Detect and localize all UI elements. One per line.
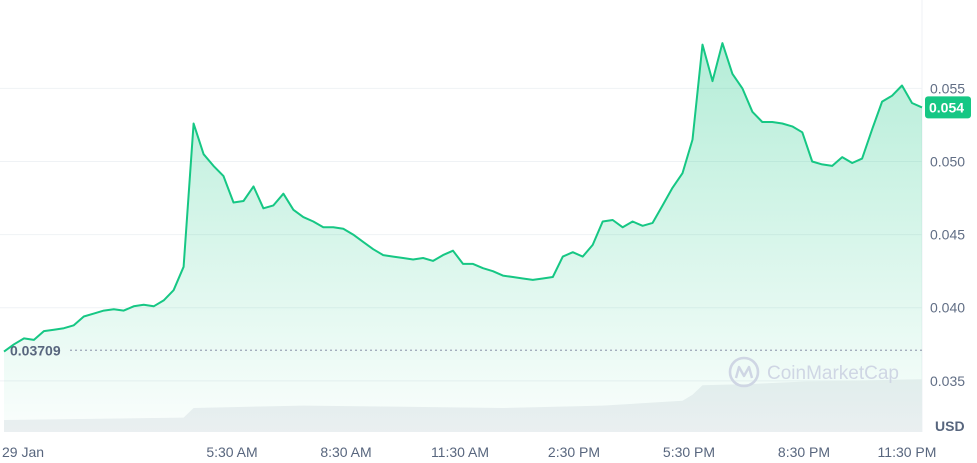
y-tick-label: 0.055 — [930, 80, 965, 96]
x-tick-label: 5:30 PM — [663, 444, 715, 460]
x-axis-ticks: 29 Jan 5:30 AM 8:30 AM 11:30 AM 2:30 PM 5:30 … — [2, 444, 936, 460]
price-series-line — [3, 42, 923, 353]
price-line — [3, 42, 923, 353]
watermark: CoinMarketCap — [728, 356, 899, 388]
watermark-text: CoinMarketCap — [767, 363, 899, 384]
coinmarketcap-logo-icon — [728, 356, 760, 388]
x-tick-label: 11:30 PM — [878, 444, 937, 460]
current-price-badge-bg — [925, 96, 971, 119]
y-tick-label: 0.040 — [930, 300, 965, 316]
x-tick-label: 29 Jan — [2, 444, 44, 460]
reference-price-label: 0.03709 — [10, 342, 61, 358]
y-tick-label: 0.035 — [930, 373, 965, 389]
currency-unit-label: USD — [935, 418, 965, 434]
x-tick-label: 5:30 AM — [206, 444, 257, 460]
current-price-label: 0.054 — [929, 99, 964, 115]
x-tick-label: 2:30 PM — [548, 444, 600, 460]
y-axis-ticks: 0.035 0.040 0.045 0.050 0.055 — [930, 80, 965, 388]
x-tick-label: 8:30 AM — [320, 444, 371, 460]
y-tick-label: 0.045 — [930, 227, 965, 243]
current-price-badge: 0.054 — [925, 96, 971, 119]
x-tick-label: 8:30 PM — [778, 444, 830, 460]
x-tick-label: 11:30 AM — [431, 444, 489, 460]
y-tick-label: 0.050 — [930, 154, 965, 170]
